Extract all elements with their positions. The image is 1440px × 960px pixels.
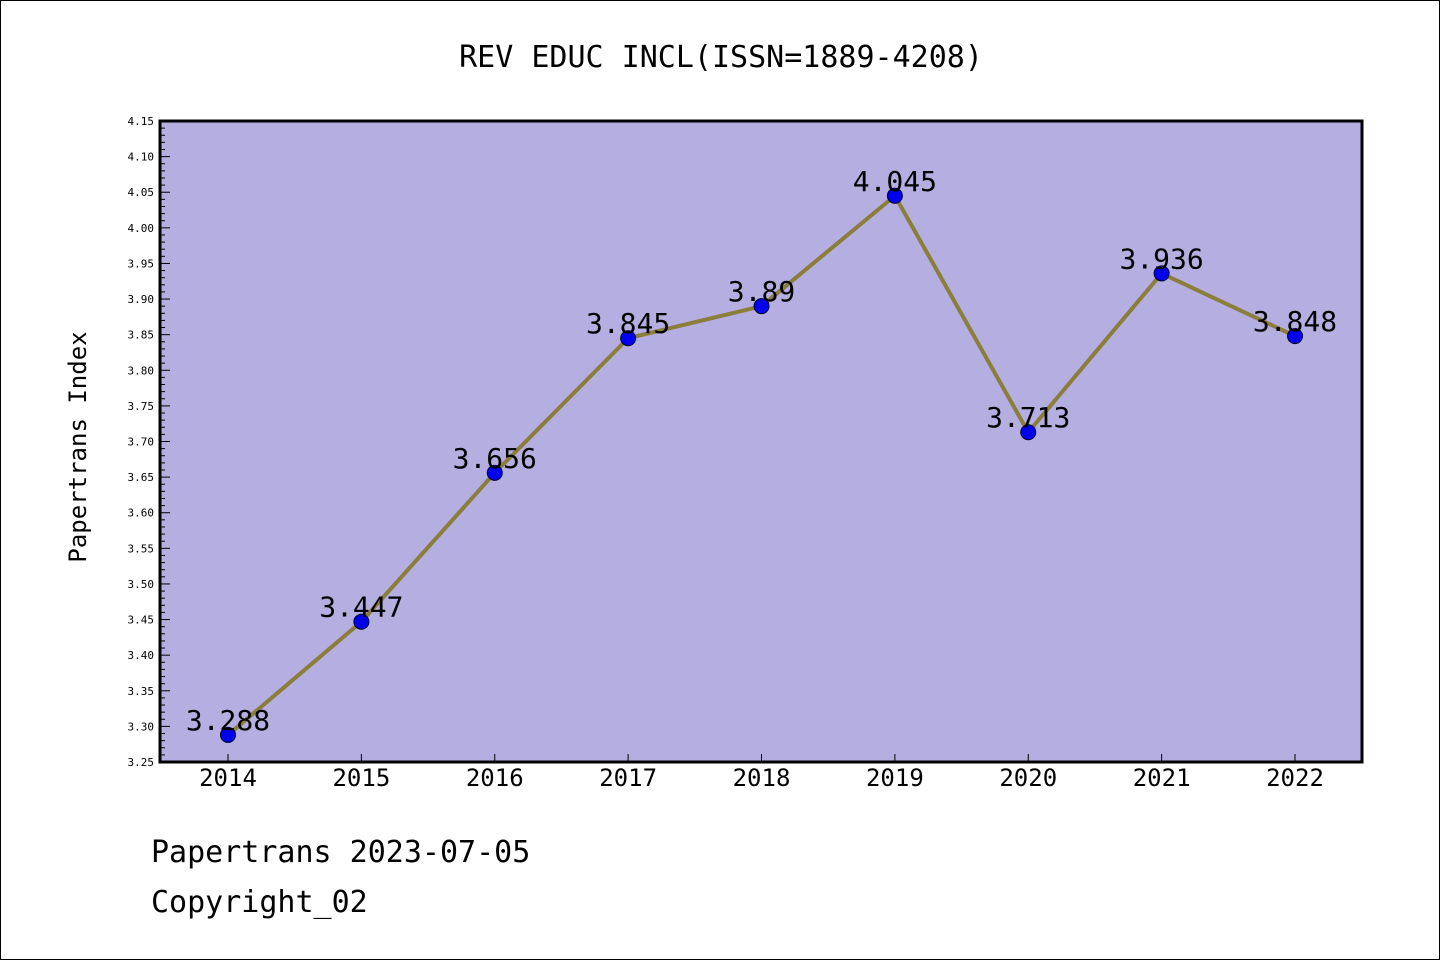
y-axis-ticks: 3.25 3.30 3.35 3.40 3.45 3.50 3.55 3.60 3.65 3.70… xyxy=(128,115,170,769)
data-value-label: 3.288 xyxy=(186,704,270,737)
x-tick-label: 2022 xyxy=(1266,764,1324,792)
series-group: 3.288 3.447 3.656 3.845 3.89 4.045 3.713 3.936 3… xyxy=(186,165,1337,743)
x-axis-ticks: 2014 2015 2016 2017 2018 2019 2020 2021 2022 xyxy=(199,754,1324,792)
data-value-label: 3.845 xyxy=(586,307,670,340)
data-point xyxy=(1287,328,1303,345)
y-tick-label: 3.70 xyxy=(128,436,155,449)
data-value-label: 3.447 xyxy=(319,591,403,624)
data-point xyxy=(220,726,236,743)
y-tick-label: 3.90 xyxy=(128,293,155,306)
y-tick-label: 4.00 xyxy=(128,222,155,235)
y-tick-label: 3.85 xyxy=(128,329,155,342)
x-tick-label: 2018 xyxy=(733,764,791,792)
y-tick-label: 3.65 xyxy=(128,471,155,484)
footer-copyright-text: Copyright_02 xyxy=(151,885,368,920)
x-tick-label: 2021 xyxy=(1133,764,1191,792)
y-tick-label: 3.75 xyxy=(128,400,155,413)
y-tick-label: 4.15 xyxy=(128,115,155,128)
x-tick-label: 2020 xyxy=(999,764,1057,792)
footer-date-text: Papertrans 2023-07-05 xyxy=(151,835,531,870)
y-tick-label: 3.45 xyxy=(128,614,155,627)
x-tick-label: 2019 xyxy=(866,764,924,792)
x-tick-label: 2017 xyxy=(599,764,657,792)
y-tick-label: 3.50 xyxy=(128,578,155,591)
data-value-label: 3.848 xyxy=(1253,305,1337,338)
x-tick-label: 2015 xyxy=(332,764,390,792)
chart-title: REV EDUC INCL(ISSN=1889-4208) xyxy=(459,40,983,75)
y-axis-label: Papertrans Index xyxy=(64,331,92,562)
data-point xyxy=(353,613,370,630)
data-point xyxy=(1153,265,1170,282)
x-tick-label: 2014 xyxy=(199,764,257,792)
data-value-label: 3.656 xyxy=(453,442,537,475)
data-point xyxy=(753,298,770,315)
y-tick-label: 3.55 xyxy=(128,542,155,555)
plot-area xyxy=(158,119,1364,764)
data-point xyxy=(1020,424,1037,441)
data-point xyxy=(886,187,903,204)
data-value-label: 4.045 xyxy=(853,165,937,198)
data-value-label: 3.89 xyxy=(728,275,795,308)
y-tick-label: 3.40 xyxy=(128,649,155,662)
y-tick-label: 4.10 xyxy=(128,151,155,164)
y-tick-label: 3.30 xyxy=(128,720,155,733)
data-point xyxy=(486,464,503,481)
y-tick-label: 3.25 xyxy=(128,756,155,769)
y-tick-label: 3.95 xyxy=(128,257,155,270)
data-value-label: 3.936 xyxy=(1119,242,1203,275)
y-tick-label: 3.80 xyxy=(128,364,155,377)
data-value-label: 3.713 xyxy=(986,401,1070,434)
y-tick-label: 3.60 xyxy=(128,507,155,520)
y-tick-label: 4.05 xyxy=(128,186,155,199)
y-tick-label: 3.35 xyxy=(128,685,155,698)
data-point xyxy=(620,330,637,347)
x-tick-label: 2016 xyxy=(466,764,524,792)
